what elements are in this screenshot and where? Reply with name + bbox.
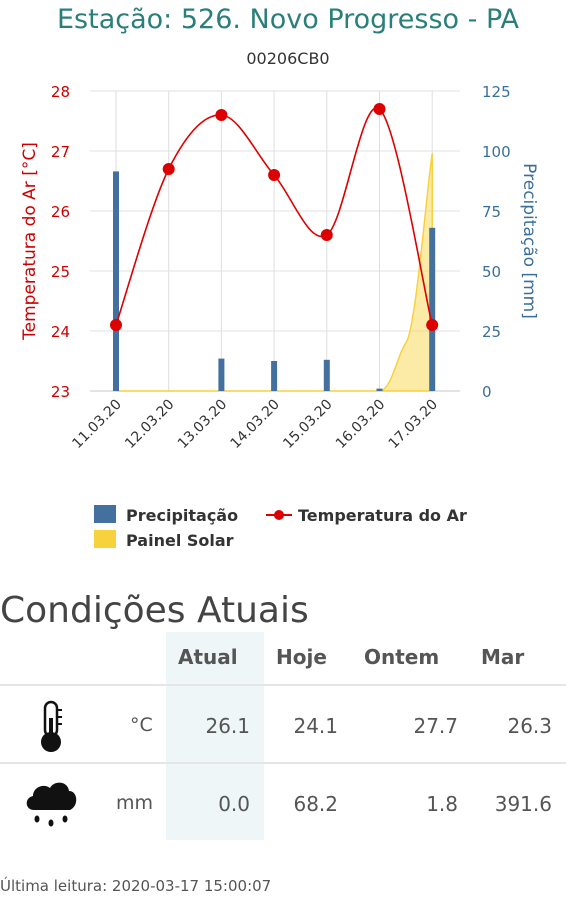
temperature-atual: 26.1 bbox=[205, 714, 250, 738]
y-right-tick-3: 75 bbox=[482, 203, 501, 221]
precipitation-bar-5 bbox=[429, 227, 436, 391]
precipitation-bar-0 bbox=[113, 171, 119, 391]
temperature-point-6 bbox=[426, 319, 439, 331]
column-header-atual: Atual bbox=[178, 645, 238, 669]
y-left-tick-3: 26 bbox=[51, 203, 70, 221]
x-tick-label-4: 15.03.20 bbox=[280, 397, 335, 452]
x-tick-label-6: 17.03.20 bbox=[386, 397, 441, 452]
column-header-mar: Mar bbox=[481, 645, 525, 669]
x-tick-label-5: 16.03.20 bbox=[333, 397, 388, 452]
temperature-point-4 bbox=[320, 229, 333, 241]
x-tick-label-0: 11.03.20 bbox=[69, 397, 124, 452]
y-left-tick-5: 28 bbox=[51, 83, 70, 101]
legend-solar-swatch bbox=[94, 530, 116, 548]
y-right-tick-4: 100 bbox=[482, 143, 511, 161]
temperature-point-5 bbox=[373, 103, 386, 115]
current-column-highlight bbox=[166, 632, 264, 840]
legend-precipitation-swatch bbox=[94, 505, 116, 523]
y-right-tick-0: 0 bbox=[482, 383, 492, 401]
temperature-ontem: 27.7 bbox=[413, 714, 458, 738]
y-left-label: Temperatura do Ar [°C] bbox=[20, 142, 40, 341]
x-tick-label-2: 13.03.20 bbox=[175, 397, 230, 452]
column-header-ontem: Ontem bbox=[364, 645, 440, 669]
legend-temperature-label: Temperatura do Ar bbox=[298, 506, 467, 525]
y-right-label: Precipitação [mm] bbox=[519, 163, 539, 319]
table-row-divider bbox=[0, 762, 566, 764]
y-left-tick-0: 23 bbox=[51, 383, 70, 401]
table-header-divider bbox=[0, 684, 566, 686]
precipitation-bar-3 bbox=[323, 359, 330, 391]
rain-cloud-icon bbox=[26, 782, 77, 827]
weather-chart: 23 24 25 26 27 28 0 25 50 75 100 125 Temperatura do … bbox=[20, 83, 539, 550]
legend-temperature-marker bbox=[274, 510, 284, 520]
solar-panel-area bbox=[116, 153, 433, 392]
thermometer-icon bbox=[41, 700, 62, 752]
precipitation-atual: 0.0 bbox=[218, 792, 250, 816]
temperature-mar: 26.3 bbox=[507, 714, 552, 738]
temperature-unit: °C bbox=[130, 714, 153, 736]
temperature-point-2 bbox=[215, 109, 228, 121]
y-right-tick-5: 125 bbox=[482, 83, 511, 101]
precipitation-bar-1 bbox=[218, 358, 225, 391]
temperature-point-3 bbox=[268, 169, 281, 181]
temperature-point-0 bbox=[110, 319, 122, 331]
precipitation-mar: 391.6 bbox=[494, 792, 552, 816]
precipitation-unit: mm bbox=[116, 792, 154, 814]
station-title: Estação: 526. Novo Progresso - PA bbox=[56, 4, 520, 35]
precipitation-hoje: 68.2 bbox=[293, 792, 338, 816]
current-conditions-title: Condições Atuais bbox=[0, 590, 309, 631]
precipitation-ontem: 1.8 bbox=[426, 792, 458, 816]
precipitation-bar-4 bbox=[376, 388, 383, 391]
legend-solar-label: Painel Solar bbox=[126, 531, 234, 550]
x-tick-label-1: 12.03.20 bbox=[122, 397, 177, 452]
station-code: 00206CB0 bbox=[246, 49, 330, 68]
y-left-tick-2: 25 bbox=[51, 263, 70, 281]
x-tick-label-3: 14.03.20 bbox=[228, 397, 283, 452]
precipitation-bar-2 bbox=[271, 361, 278, 391]
y-right-tick-2: 50 bbox=[482, 263, 501, 281]
last-reading: Última leitura: 2020-03-17 15:00:07 bbox=[0, 877, 272, 895]
temperature-hoje: 24.1 bbox=[293, 714, 338, 738]
column-header-hoje: Hoje bbox=[276, 645, 327, 669]
legend-precipitation-label: Precipitação bbox=[126, 506, 238, 525]
temperature-point-1 bbox=[162, 163, 175, 175]
y-left-tick-4: 27 bbox=[51, 143, 70, 161]
y-left-tick-1: 24 bbox=[51, 323, 70, 341]
y-right-tick-1: 25 bbox=[482, 323, 501, 341]
